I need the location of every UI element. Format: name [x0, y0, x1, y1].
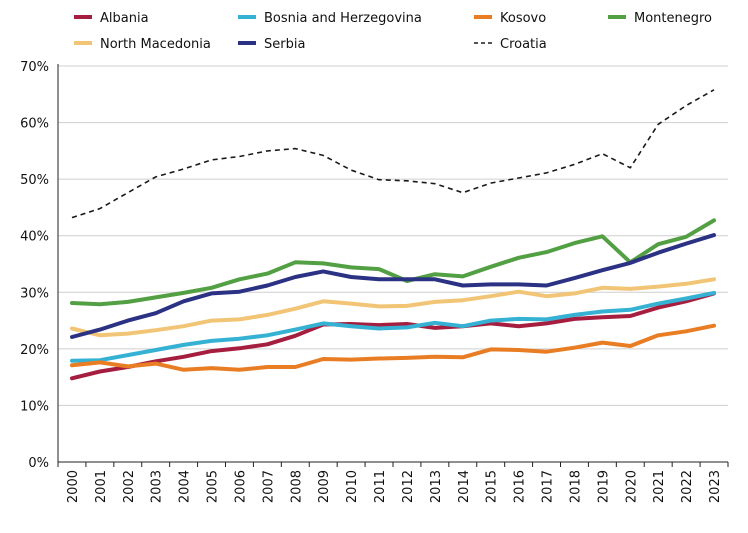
x-tick-label: 2016: [513, 470, 528, 503]
legend-item-albania: Albania: [74, 11, 149, 26]
series-line-montenegro: [70, 218, 716, 307]
x-tick-label: 2000: [66, 470, 81, 503]
x-tick-label: 2021: [652, 470, 667, 503]
legend-label: North Macedonia: [100, 37, 211, 52]
x-tick-label: 2010: [345, 470, 360, 503]
series-line-bosnia-and-herzegovina: [70, 290, 716, 363]
x-tick-label: 2008: [289, 470, 304, 503]
series-line-albania: [70, 291, 716, 381]
legend-item-north-macedonia: North Macedonia: [74, 37, 211, 52]
grid: [58, 65, 728, 406]
x-tick-label: 2023: [708, 470, 723, 503]
x-tick-label: 2006: [233, 470, 248, 503]
y-tick-label: 40%: [20, 230, 49, 245]
x-tick-label: 2004: [178, 470, 193, 503]
x-tick-label: 2012: [401, 470, 416, 503]
x-tick-label: 2015: [485, 470, 500, 503]
x-tick-label: 2022: [680, 470, 695, 503]
x-tick-label: 2019: [596, 470, 611, 503]
legend-label: Kosovo: [500, 11, 546, 26]
x-tick-label: 2018: [568, 470, 583, 503]
legend-item-bosnia-and-herzegovina: Bosnia and Herzegovina: [238, 11, 422, 26]
legend-item-kosovo: Kosovo: [474, 11, 546, 26]
axes: 0% 10% 20% 30% 40% 50% 60% 70% 2000 2001 2002 2003 2…: [20, 60, 729, 503]
series-lines: [70, 89, 716, 381]
x-tick-label: 2002: [122, 470, 137, 503]
legend: Albania Bosnia and Herzegovina Kosovo Monte…: [74, 11, 712, 52]
x-tick-label: 2020: [624, 470, 639, 503]
y-tick-label: 50%: [20, 173, 49, 188]
series-line-croatia: [71, 89, 715, 219]
y-tick-label: 30%: [20, 286, 49, 301]
legend-label: Montenegro: [634, 11, 712, 26]
y-tick-label: 60%: [20, 117, 49, 132]
legend-label: Serbia: [264, 37, 305, 52]
series-line-serbia: [70, 233, 716, 339]
y-tick-label: 0%: [28, 456, 49, 471]
x-tick-label: 2001: [94, 470, 109, 503]
series-line-north-macedonia: [70, 277, 716, 338]
y-tick-label: 20%: [20, 343, 49, 358]
x-tick-label: 2013: [429, 470, 444, 503]
legend-label: Bosnia and Herzegovina: [264, 11, 422, 26]
x-tick-label: 2003: [150, 470, 165, 503]
legend-label: Albania: [100, 11, 149, 26]
y-tick-label: 10%: [20, 399, 49, 414]
legend-item-croatia: Croatia: [474, 37, 547, 52]
x-tick-label: 2011: [373, 470, 388, 503]
x-tick-label: 2005: [206, 470, 221, 503]
x-tick-label: 2017: [541, 470, 556, 503]
legend-item-serbia: Serbia: [238, 37, 305, 52]
legend-item-montenegro: Montenegro: [608, 11, 712, 26]
x-tick-label: 2014: [457, 470, 472, 503]
legend-label: Croatia: [500, 37, 547, 52]
y-tick-label: 70%: [20, 60, 49, 75]
x-tick-label: 2007: [261, 470, 276, 503]
series-line-kosovo: [70, 323, 716, 372]
x-tick-label: 2009: [317, 470, 332, 503]
